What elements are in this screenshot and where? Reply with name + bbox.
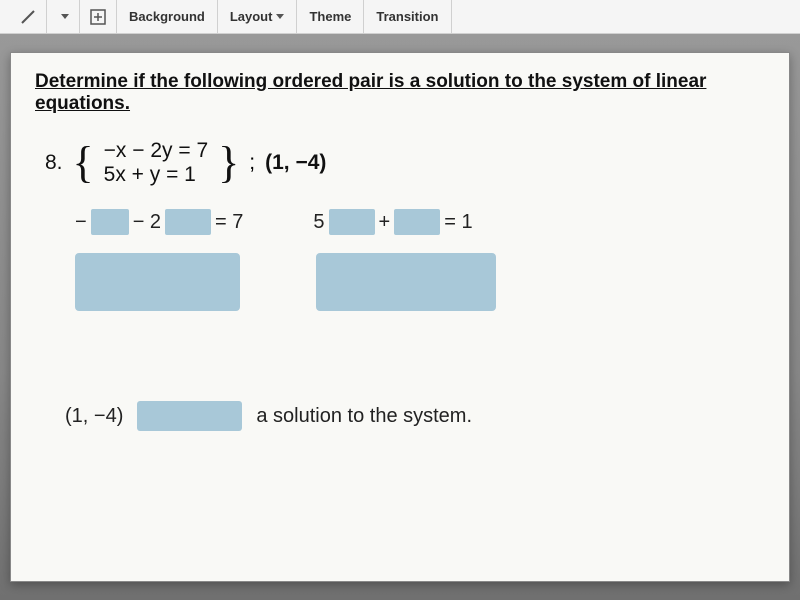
problem-statement: 8. { −x − 2y = 7 5x + y = 1 } ; (1, −4) <box>45 139 765 187</box>
dropdown-caret-icon[interactable] <box>47 0 80 33</box>
right-brace-icon: } <box>218 143 239 183</box>
layout-label: Layout <box>230 9 273 24</box>
answer-suffix: a solution to the system. <box>256 405 472 428</box>
five-text: 5 <box>313 211 324 234</box>
equation-1: −x − 2y = 7 <box>104 139 209 163</box>
chevron-down-icon <box>276 14 284 19</box>
semicolon: ; <box>249 151 255 175</box>
canvas-area: Determine if the following ordered pair … <box>0 34 800 600</box>
ordered-pair: (1, −4) <box>265 151 326 175</box>
theme-button[interactable]: Theme <box>297 0 364 33</box>
toolbar: Background Layout Theme Transition <box>0 0 800 34</box>
left-brace-icon: { <box>73 143 94 183</box>
slide[interactable]: Determine if the following ordered pair … <box>10 52 790 582</box>
blank-y2[interactable] <box>394 209 440 235</box>
work-area-row <box>75 253 765 311</box>
equals-7-text: = 7 <box>215 211 243 234</box>
answer-blank[interactable] <box>137 401 242 431</box>
blank-x2[interactable] <box>329 209 375 235</box>
problem-number: 8. <box>45 151 63 175</box>
equation-system: −x − 2y = 7 5x + y = 1 <box>104 139 209 187</box>
line-tool-icon[interactable] <box>10 0 47 33</box>
plus-text: + <box>379 211 391 234</box>
transition-button[interactable]: Transition <box>364 0 451 33</box>
layout-button[interactable]: Layout <box>218 0 298 33</box>
answer-row: (1, −4) a solution to the system. <box>65 401 765 431</box>
minus-sign: − <box>75 211 87 234</box>
background-button[interactable]: Background <box>117 0 218 33</box>
equation-2: 5x + y = 1 <box>104 163 209 187</box>
minus-2-text: − 2 <box>133 211 161 234</box>
work-blank-2[interactable] <box>316 253 496 311</box>
blank-y1[interactable] <box>165 209 211 235</box>
work-blank-1[interactable] <box>75 253 240 311</box>
instruction-header: Determine if the following ordered pair … <box>35 71 765 115</box>
expression-1: − − 2 = 7 <box>75 209 243 235</box>
expression-2: 5 + = 1 <box>313 209 472 235</box>
equals-1-text: = 1 <box>444 211 472 234</box>
blank-x1[interactable] <box>91 209 129 235</box>
add-box-icon[interactable] <box>80 0 117 33</box>
substitution-row: − − 2 = 7 5 + = 1 <box>75 209 765 235</box>
answer-pair: (1, −4) <box>65 405 123 428</box>
